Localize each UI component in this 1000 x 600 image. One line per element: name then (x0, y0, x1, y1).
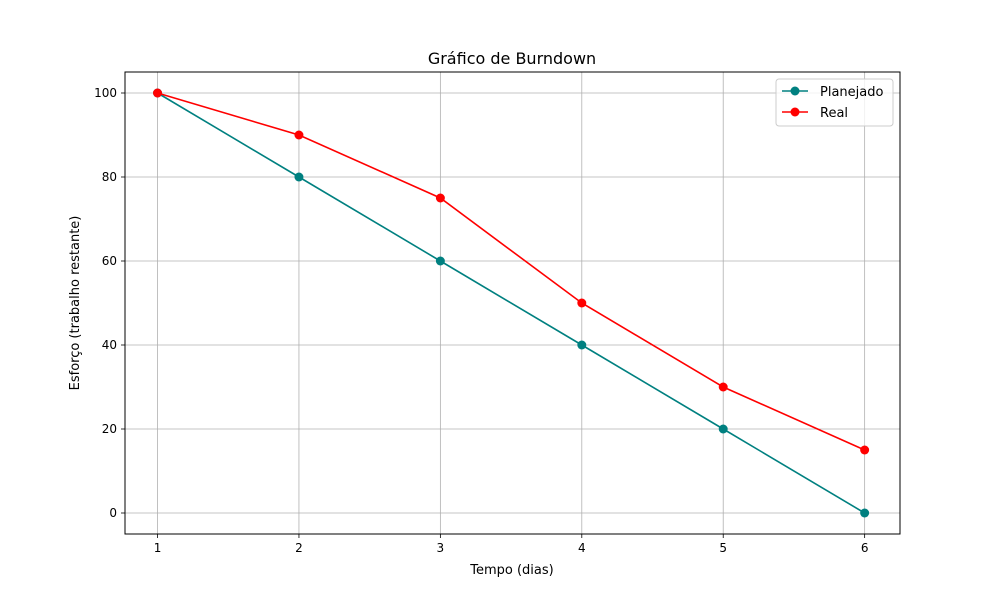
legend-label-planejado: Planejado (820, 85, 883, 100)
y-tick-label: 20 (102, 422, 117, 436)
data-point-real (435, 193, 445, 203)
data-point-real (153, 88, 163, 98)
x-axis-label: Tempo (dias) (469, 563, 553, 578)
legend: Planejado Real (775, 78, 894, 127)
grid-lines (125, 72, 900, 534)
y-tick-label: 60 (102, 254, 117, 268)
chart-title: Gráfico de Burndown (428, 49, 596, 68)
plot-frame (124, 71, 901, 535)
data-point-planejado (718, 424, 728, 434)
x-tick-label: 2 (295, 541, 303, 555)
data-point-planejado (577, 340, 587, 350)
data-point-real (577, 298, 587, 308)
legend-marker-planejado (790, 86, 800, 96)
data-point-planejado (860, 508, 870, 518)
y-tick-label: 80 (102, 170, 117, 184)
y-tick-label: 100 (94, 86, 117, 100)
x-tick-label: 4 (578, 541, 586, 555)
x-tick-label: 6 (861, 541, 869, 555)
x-tick-label: 5 (719, 541, 727, 555)
data-point-real (860, 445, 870, 455)
series-line-planejado (157, 92, 866, 514)
legend-marker-real (790, 107, 800, 117)
x-tick-label: 3 (437, 541, 445, 555)
data-point-planejado (435, 256, 445, 266)
data-point-real (718, 382, 728, 392)
x-tick-label: 1 (154, 541, 162, 555)
data-point-planejado (294, 172, 304, 182)
y-tick-label: 40 (102, 338, 117, 352)
series-line-real (157, 92, 865, 451)
series-layer (153, 88, 870, 518)
y-axis-label: Esforço (trabalho restante) (68, 216, 83, 391)
data-point-real (294, 130, 304, 140)
y-tick-label: 0 (109, 506, 117, 520)
legend-label-real: Real (820, 106, 848, 121)
